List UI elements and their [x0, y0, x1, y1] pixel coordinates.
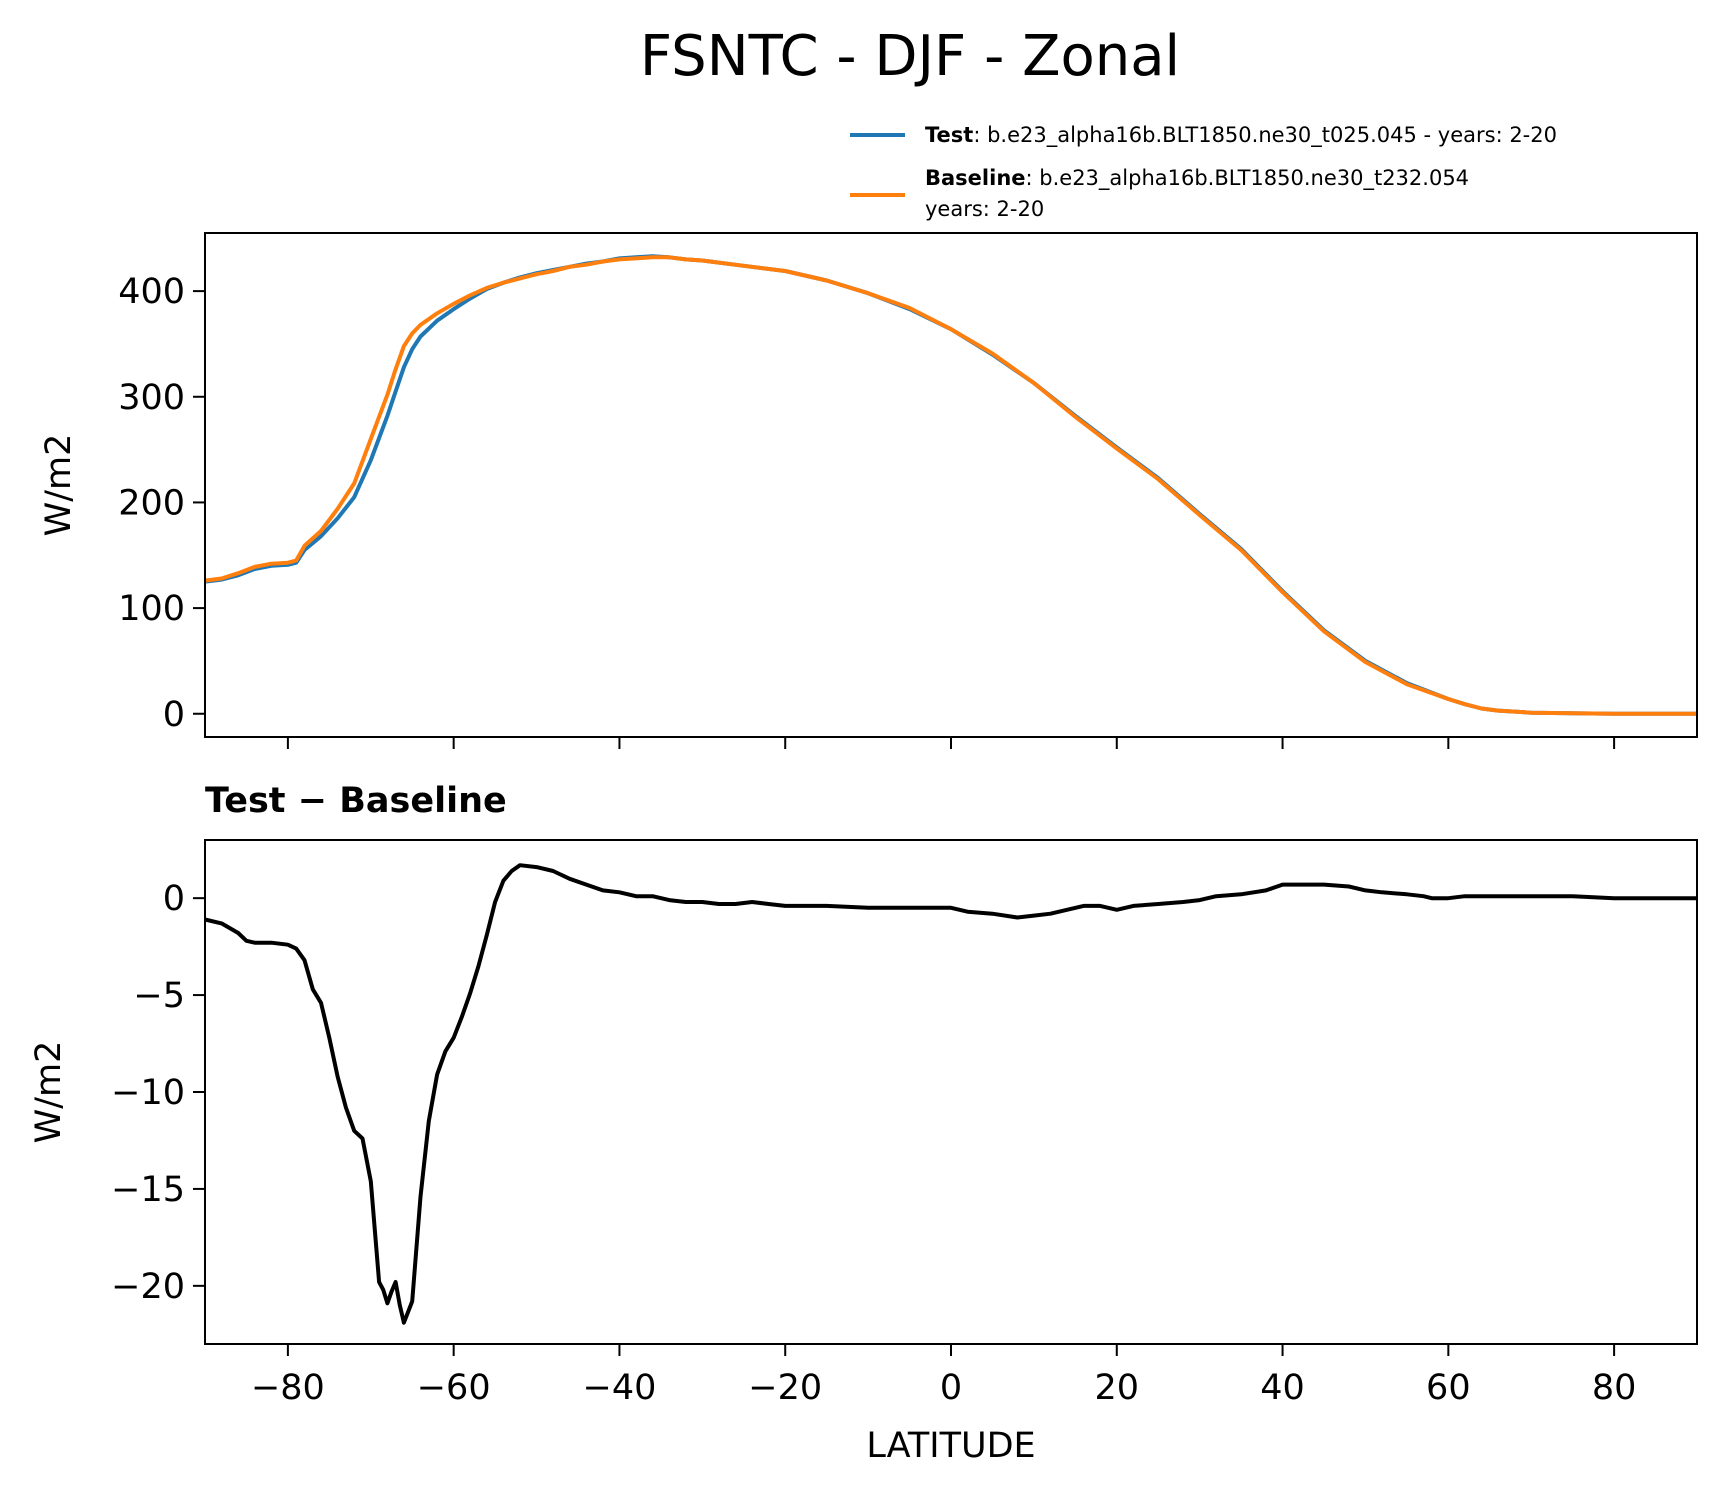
legend: Test: b.e23_alpha16b.BLT1850.ne30_t025.0…	[850, 123, 1557, 221]
x-tick-label: −80	[251, 1368, 325, 1408]
y-tick-label: 100	[118, 589, 185, 629]
y-tick-label: 200	[118, 483, 185, 523]
axes-frame	[204, 839, 1698, 1345]
legend-test-label: Test	[925, 123, 973, 147]
y-axis-label: W/m2	[39, 434, 79, 537]
y-axis-label: W/m2	[29, 1041, 69, 1144]
baseline-series-line	[204, 255, 1697, 716]
diff-panel: −80 −60 −40 −20 0 20 40 60 80 0 −5 −10 −15 −20 W/m2 LAT…	[29, 839, 1698, 1466]
chart-title: FSNTC - DJF - Zonal	[640, 24, 1180, 89]
x-tick-label: 40	[1260, 1368, 1305, 1408]
y-tick-label: −20	[111, 1267, 185, 1307]
test-series-line	[204, 254, 1697, 716]
x-tick-label: 20	[1095, 1368, 1140, 1408]
axes-frame	[204, 232, 1698, 738]
legend-baseline-text: Baseline: b.e23_alpha16b.BLT1850.ne30_t2…	[925, 166, 1469, 191]
y-tick-label: −15	[111, 1170, 185, 1210]
legend-baseline-label: Baseline	[925, 166, 1026, 190]
y-tick-label: 300	[118, 378, 185, 418]
x-tick-label: −60	[417, 1368, 491, 1408]
x-axis-label: LATITUDE	[866, 1426, 1035, 1466]
diff-panel-title: Test − Baseline	[205, 781, 507, 821]
x-tick-label: 0	[940, 1368, 962, 1408]
x-tick-label: 80	[1592, 1368, 1637, 1408]
x-tick-label: −40	[583, 1368, 657, 1408]
difference-series-line	[204, 863, 1697, 1325]
y-tick-label: −10	[111, 1073, 185, 1113]
legend-baseline-desc2: years: 2-20	[925, 197, 1044, 221]
x-tick-label: 60	[1426, 1368, 1471, 1408]
legend-baseline-desc: : b.e23_alpha16b.BLT1850.ne30_t232.054	[1026, 166, 1470, 191]
legend-test-text: Test: b.e23_alpha16b.BLT1850.ne30_t025.0…	[925, 123, 1557, 148]
y-tick-label: 0	[163, 695, 185, 735]
x-tick-label: −20	[748, 1368, 822, 1408]
y-tick-label: 0	[163, 879, 185, 919]
top-panel: 0 100 200 300 400 W/m2	[39, 232, 1698, 749]
y-tick-label: −5	[133, 976, 185, 1016]
y-tick-label: 400	[118, 272, 185, 312]
legend-test-desc: : b.e23_alpha16b.BLT1850.ne30_t025.045 -…	[973, 123, 1557, 148]
